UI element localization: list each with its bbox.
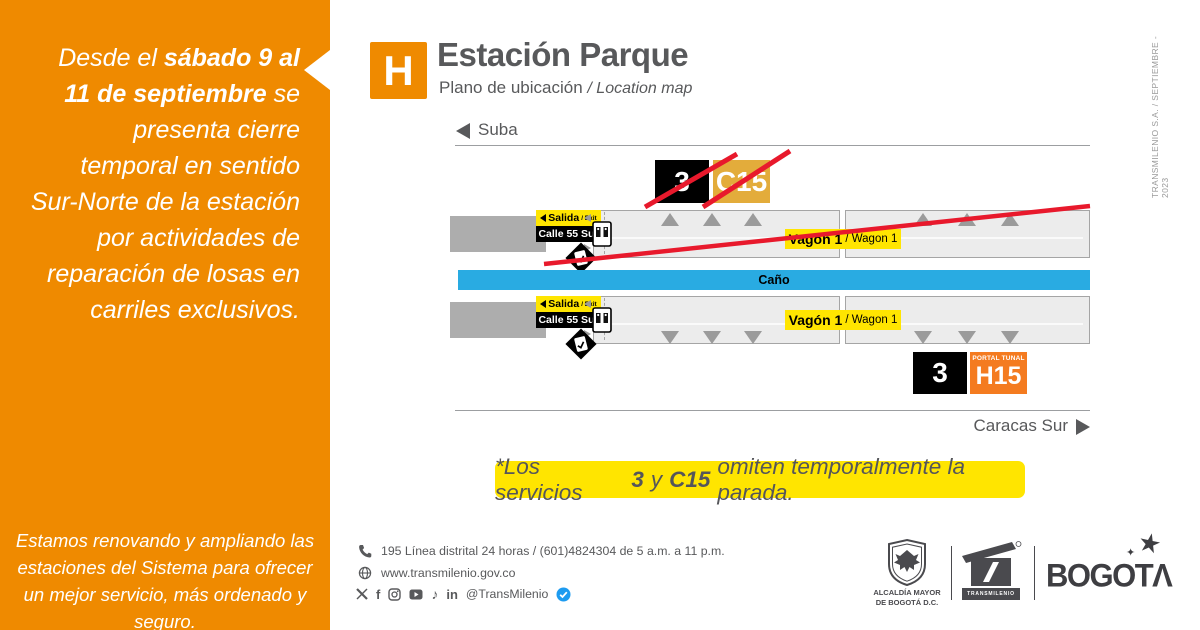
exit-text: Salida [548,212,580,224]
logo-divider [1034,546,1035,600]
exit-arrow-icon [540,300,547,308]
exit-arrow-small-icon [584,330,591,338]
wagon-text-en: / Wagon 1 [845,233,898,245]
notice-dates: sábado 9 al 11 de septiembre [64,44,300,108]
alcaldia-logo-text: ALCALDÍA MAYOR DE BOGOTÁ D.C. [862,588,952,607]
bogota-lambda: Λ [1152,557,1173,594]
canal-label: Caño [758,273,790,287]
station-letter: H [383,47,414,94]
door-icon [1001,331,1019,344]
street-label-south: Calle 55 Sur [536,312,601,328]
linkedin-icon[interactable]: in [446,586,458,602]
side-credit: TRANSMILENIO S.A. / SEPTIEMBRE - 2023 [1150,35,1170,198]
alcaldia-line2: DE BOGOTÁ D.C. [875,597,939,607]
door-icon [958,213,976,226]
facebook-icon[interactable]: f [376,586,381,602]
notice-prefix: Desde el [58,44,164,72]
station-letter-badge: H [370,42,427,99]
service-c15-label: C15 [715,165,768,197]
access-ramp-south [450,302,546,338]
entry-arrow-icon [584,300,591,308]
service-3-label: 3 [932,357,948,388]
service-badge-3-omitted: 3 [655,160,709,203]
phone-icon [359,545,372,558]
door-icon [744,331,762,344]
note-service-c15: C15 [669,466,711,492]
subtitle-es: Plano de ubicación [439,78,583,97]
bogota-letters: BOGOT [1046,557,1154,594]
card-validator-icon [565,328,597,360]
door-icon [661,331,679,344]
renewal-note: Estamos renovando y ampliando las estaci… [15,530,315,630]
service-omission-note: *Los servicios 3 y C15 omiten temporalme… [495,454,1025,505]
page-title: Estación Parque [437,36,689,73]
note-suffix: omiten temporalmente la parada. [717,453,965,505]
sidebar: Desde el sábado 9 al 11 de septiembre se… [0,0,330,630]
note-service-3: 3 [631,466,644,492]
sidebar-notch-arrow-icon [304,50,330,90]
verified-badge-icon [556,587,571,601]
arrow-right-icon [1076,419,1090,435]
access-ramp-north [450,216,546,252]
alcaldia-crest-icon [888,538,926,586]
wagon-label-north: Vagón 1/ Wagon 1 [785,229,901,249]
youtube-icon[interactable] [409,589,423,600]
door-icon [744,213,762,226]
map-top-rule [455,145,1090,146]
door-icon [1001,213,1019,226]
website-link[interactable]: www.transmilenio.gov.co [381,566,516,580]
phone-row: 195 Línea distrital 24 horas / (601)4824… [358,544,725,558]
direction-north-label: Suba [478,120,518,139]
notice-body: se presenta cierre temporal en sentido S… [30,80,300,324]
service-badge-h15: PORTAL TUNAL H15 [970,352,1027,394]
closure-notice: Desde el sábado 9 al 11 de septiembre se… [0,40,330,328]
bogota-star-icon: ★ [1135,525,1165,561]
tiktok-icon[interactable]: ♪ [431,586,439,602]
direction-south-label: Caracas Sur [973,416,1068,435]
bogota-small-star-icon: ✦ [1126,547,1136,559]
door-icon [703,213,721,226]
h15-sublabel: PORTAL TUNAL [972,355,1025,362]
instagram-icon[interactable] [388,587,402,601]
transmilenio-logo-text: TRANSMILENIO [962,588,1020,600]
website-row: www.transmilenio.gov.co [358,566,515,580]
bogota-logo-text: BOGOTΛ [1046,557,1173,595]
service-badge-3-south: 3 [913,352,967,394]
wagon-text: Vagón 1 [788,231,843,247]
door-icon [958,331,976,344]
service-3-label: 3 [674,165,690,197]
wagon-label-south: Vagón 1/ Wagon 1 [785,310,901,330]
exit-text: Salida [548,298,580,310]
transmilenio-logo-icon [962,541,1022,586]
service-badge-c15-omitted: C15 [713,160,770,203]
door-icon [661,213,679,226]
logo-divider [951,546,952,600]
note-prefix: *Los servicios [495,453,583,505]
canal-band: Caño [458,270,1090,290]
x-twitter-icon[interactable] [356,588,368,600]
turnstile-icon [592,307,612,333]
subtitle-en: / Location map [587,80,693,97]
page-subtitle: Plano de ubicación / Location map [439,78,692,98]
map-bottom-rule [455,410,1090,411]
door-icon [703,331,721,344]
arrow-left-icon [456,123,470,139]
social-row: f ♪ in @TransMilenio [356,586,571,602]
exit-arrow-icon [540,214,547,222]
wagon-text-en: / Wagon 1 [845,314,898,326]
door-icon [914,213,932,226]
door-icon [914,331,932,344]
note-conjunction: y [650,466,663,492]
entry-arrow-icon [584,214,591,222]
social-handle[interactable]: @TransMilenio [465,587,549,601]
wagon-text: Vagón 1 [788,312,843,328]
alcaldia-line1: ALCALDÍA MAYOR [873,588,941,597]
h15-label: H15 [975,362,1022,390]
phone-text: 195 Línea distrital 24 horas / (601)4824… [381,544,725,558]
globe-icon [358,566,372,580]
